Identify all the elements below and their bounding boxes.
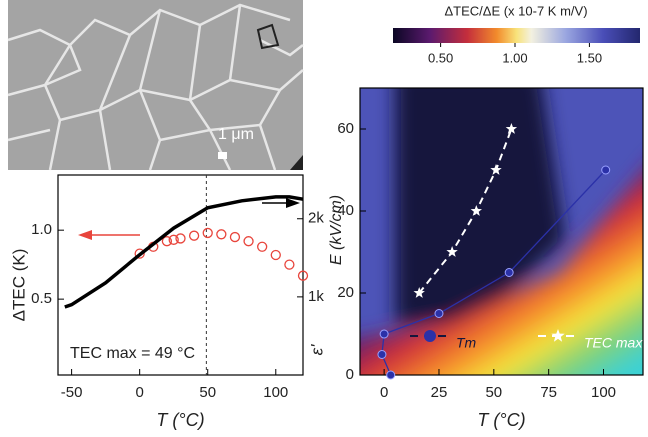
data-point [504,268,514,277]
y-tick-label: 0 [346,366,354,383]
data-point [243,236,254,247]
data-point [270,249,281,261]
data-point [505,123,518,134]
legend-label: TEC max [584,335,643,351]
legend-label: Tm [456,335,477,351]
data-point [377,350,387,359]
x-tick-label: -50 [61,384,83,401]
data-point [284,259,295,270]
x-tick-label: 50 [485,384,502,401]
y2-axis-label: ε' [307,344,326,355]
colorbar-tick-label: 1.50 [577,50,602,65]
scale-bar-label: 1 μm [218,126,254,143]
legend-marker [551,329,565,342]
x-axis-label: T (°C) [156,410,204,430]
data-point [168,234,179,245]
y-tick-label: 20 [337,284,354,301]
data-point [188,230,200,241]
data-point [434,309,444,318]
data-point [379,329,389,339]
heatmap [360,88,643,375]
data-point [470,205,482,216]
colorbar [393,28,640,43]
micrograph: 1 μm [7,0,304,171]
data-line [64,195,304,309]
y-axis-label: ΔTEC (K) [9,249,28,322]
x-tick-label: 0 [135,384,143,401]
legend-marker [424,330,436,342]
data-point [229,231,241,243]
colorbar-title: ΔTEC/ΔE (x 10-7 K m/V) [444,3,587,18]
y-tick-label: 1.0 [31,221,52,238]
data-point [386,370,396,380]
y-axis-label: E (kV/cm) [328,195,345,265]
data-point [202,227,213,239]
y2-tick-label: 2k [308,210,324,227]
y-tick-label: 0.5 [31,290,52,307]
data-point [413,287,425,298]
colorbar-tick-label: 1.00 [502,50,527,65]
data-point [216,229,227,240]
y2-tick-label: 1k [308,288,324,305]
data-point [134,248,145,259]
x-tick-label: 50 [199,384,216,401]
data-point [297,270,309,281]
plot-frame [359,87,644,376]
y-tick-label: 60 [337,120,354,137]
x-tick-label: 75 [540,384,557,401]
plot-frame [57,174,304,376]
data-point [490,164,502,175]
colorbar-tick-label: 0.50 [428,50,453,65]
x-axis-label: T (°C) [477,410,525,430]
annotation: TEC max = 49 °C [70,345,195,362]
data-point [601,165,611,175]
x-tick-label: 100 [263,384,288,401]
data-point [175,233,186,244]
data-point [446,246,458,257]
data-point [257,241,268,252]
arrows [78,198,300,240]
y-tick-label: 40 [337,202,354,219]
x-tick-label: 0 [380,384,388,401]
data-point [161,236,173,247]
x-tick-label: 25 [431,384,448,401]
x-tick-label: 100 [591,384,616,401]
